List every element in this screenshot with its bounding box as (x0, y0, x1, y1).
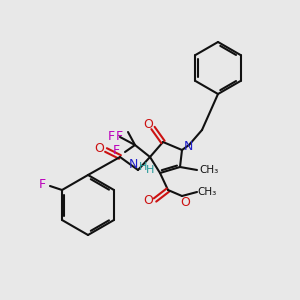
Text: F: F (116, 130, 123, 142)
Text: H: H (139, 162, 147, 172)
Text: H: H (146, 165, 154, 175)
Text: F: F (107, 130, 115, 143)
Text: CH₃: CH₃ (200, 165, 219, 175)
Text: O: O (180, 196, 190, 208)
Text: F: F (112, 143, 120, 157)
Text: CH₃: CH₃ (197, 187, 217, 197)
Text: F: F (38, 178, 46, 190)
Text: O: O (94, 142, 104, 154)
Text: O: O (143, 118, 153, 130)
Text: O: O (143, 194, 153, 206)
Text: N: N (128, 158, 138, 170)
Text: N: N (183, 140, 193, 154)
